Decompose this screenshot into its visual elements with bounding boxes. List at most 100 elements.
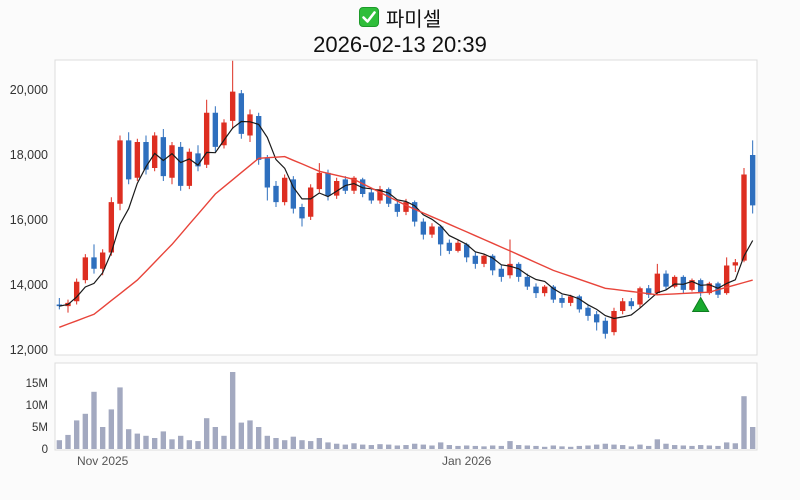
- stock-title: 파미셀: [385, 8, 442, 31]
- checked-checkbox-icon[interactable]: [358, 7, 379, 27]
- volume-bar: [273, 438, 279, 449]
- price-axis-label: 16,000: [10, 213, 48, 227]
- volume-axis-label: 15M: [26, 378, 48, 390]
- candle-body-down: [602, 320, 609, 334]
- volume-bar: [125, 429, 132, 449]
- candle-body-up: [82, 257, 89, 281]
- volume-bar: [680, 445, 687, 449]
- candle-body-down: [264, 158, 271, 188]
- volume-bar: [134, 433, 141, 449]
- volume-bar: [177, 435, 184, 449]
- volume-bar: [732, 443, 739, 449]
- volume-bar: [229, 372, 236, 449]
- candle-body-down: [463, 244, 470, 258]
- volume-bar: [333, 443, 340, 449]
- volume-axis-labels: 0 5M 10M 15M: [26, 378, 48, 456]
- candle-body-up: [221, 122, 227, 146]
- candle-body-up: [481, 255, 487, 264]
- volume-bar: [472, 445, 479, 449]
- candle-body-up: [541, 286, 548, 294]
- candle-body-up: [723, 265, 730, 294]
- volume-bar: [385, 444, 392, 449]
- candle-body-up: [169, 145, 175, 178]
- title-row: 파미셀: [0, 4, 800, 31]
- volume-bar: [117, 387, 123, 449]
- candle-body-up: [229, 91, 236, 121]
- candlestick-series: [56, 60, 756, 339]
- candle-body-up: [316, 172, 323, 190]
- candle-body-down: [663, 273, 669, 287]
- candle-body-up: [567, 296, 574, 303]
- volume-bar: [169, 439, 175, 449]
- candle-body-down: [255, 116, 262, 160]
- price-axis-label: 18,000: [10, 148, 48, 162]
- volume-bar: [437, 442, 444, 449]
- candle-body-down: [749, 155, 756, 206]
- volume-bar: [238, 422, 245, 449]
- candle-body-up: [134, 142, 141, 178]
- ma-short-line: [59, 120, 754, 320]
- volume-axis-label: 5M: [32, 422, 48, 434]
- candle-body-up: [689, 280, 695, 290]
- candle-body-down: [160, 137, 167, 177]
- volume-bar: [264, 435, 271, 449]
- volume-bar: [394, 445, 401, 449]
- candle-body-down: [238, 93, 245, 134]
- volume-bar: [342, 444, 349, 449]
- volume-bar: [524, 445, 531, 449]
- candlestick-volume-chart: 12,000 14,000 16,000 18,000 20,000 0 5M 10M 15M N…: [10, 59, 758, 468]
- volume-bar: [706, 445, 713, 449]
- volume-bar: [533, 445, 539, 449]
- volume-bar: [203, 418, 210, 449]
- candle-body-down: [359, 179, 366, 194]
- volume-bar: [99, 427, 106, 449]
- volume-bar: [611, 444, 617, 449]
- candle-body-up: [507, 263, 513, 276]
- volume-bar: [645, 445, 652, 449]
- volume-bar: [619, 445, 626, 449]
- volume-bar: [567, 446, 574, 449]
- price-axis-label: 12,000: [10, 343, 48, 357]
- volume-bar: [316, 438, 323, 449]
- candle-body-down: [576, 296, 583, 310]
- candle-body-down: [437, 226, 444, 245]
- volume-bar: [637, 444, 643, 449]
- candle-body-down: [489, 255, 496, 271]
- candle-body-down: [645, 288, 652, 295]
- volume-bar: [541, 446, 548, 449]
- candle-body-up: [732, 262, 739, 266]
- volume-bar: [299, 440, 305, 449]
- volume-bar: [515, 445, 522, 449]
- candle-body-down: [125, 140, 132, 180]
- volume-bar: [455, 445, 461, 449]
- candle-body-down: [177, 146, 184, 186]
- candle-body-down: [533, 286, 539, 294]
- candle-body-up: [429, 226, 435, 235]
- candle-body-up: [307, 187, 314, 217]
- volume-bar: [481, 446, 487, 449]
- volume-axis-label: 0: [42, 444, 48, 456]
- volume-bar: [498, 445, 505, 449]
- candle-body-down: [515, 263, 522, 277]
- price-axis-label: 14,000: [10, 278, 48, 292]
- candle-body-up: [186, 151, 193, 186]
- volume-bar: [663, 443, 669, 449]
- volume-bar: [73, 420, 80, 449]
- candle-body-up: [455, 242, 461, 251]
- candle-body-down: [273, 185, 279, 203]
- volume-bar: [602, 443, 609, 449]
- candle-body-down: [420, 221, 427, 235]
- volume-bar: [593, 444, 600, 449]
- volume-bar: [749, 427, 756, 449]
- volume-bar: [507, 441, 513, 449]
- volume-bar: [65, 434, 71, 449]
- candle-body-up: [108, 202, 115, 253]
- volume-bar: [351, 443, 357, 449]
- candle-body-down: [290, 179, 297, 209]
- candle-body-up: [333, 181, 340, 196]
- chart-header: 파미셀 2026-02-13 20:39: [0, 4, 800, 58]
- candle-body-down: [143, 142, 149, 170]
- volume-bar: [489, 445, 496, 449]
- volume-bar: [723, 442, 730, 449]
- candle-body-down: [585, 307, 591, 316]
